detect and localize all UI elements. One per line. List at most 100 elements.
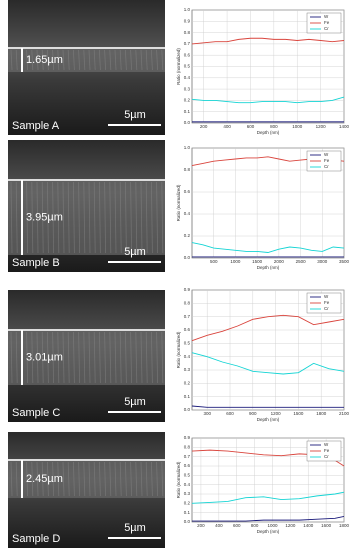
legend-label: Fe (324, 300, 330, 305)
x-axis-label: Depth (nm) (257, 529, 280, 534)
y-tick-label: 0.8 (184, 30, 191, 35)
legend-label: W (324, 442, 329, 447)
x-tick-label: 900 (249, 411, 257, 416)
x-tick-label: 2000 (274, 259, 285, 264)
y-tick-label: 0.4 (184, 211, 191, 216)
scale-label: 5µm (124, 109, 146, 121)
texture (41, 331, 44, 384)
texture (114, 461, 117, 497)
texture (151, 331, 153, 384)
texture (57, 461, 60, 497)
x-tick-label: 3500 (339, 259, 350, 264)
texture (62, 331, 65, 384)
texture (88, 331, 91, 384)
y-tick-label: 0.4 (184, 75, 191, 80)
x-tick-label: 800 (251, 523, 259, 528)
texture (73, 331, 75, 384)
texture (130, 49, 132, 71)
x-tick-label: 1800 (339, 523, 350, 528)
texture (73, 49, 75, 71)
texture (114, 181, 117, 254)
x-tick-label: 1500 (252, 259, 263, 264)
y-tick-label: 0.4 (184, 482, 191, 487)
texture (78, 181, 80, 254)
y-tick-label: 0.3 (184, 367, 191, 372)
texture (156, 49, 158, 71)
x-tick-label: 1500 (293, 411, 304, 416)
y-tick-label: 0.8 (184, 445, 191, 450)
y-tick-label: 0.6 (184, 189, 191, 194)
y-tick-label: 0.6 (184, 327, 191, 332)
texture (99, 331, 101, 384)
scale-label: 5µm (124, 396, 146, 408)
film-layer (8, 48, 165, 72)
y-tick-label: 0.0 (184, 519, 191, 524)
x-tick-label: 800 (270, 124, 278, 129)
legend-label: W (324, 294, 329, 299)
scale-label: 5µm (124, 522, 146, 534)
thickness-label: 1.65µm (26, 54, 63, 66)
legend-box (306, 12, 342, 34)
x-tick-label: 1200 (271, 411, 282, 416)
texture (119, 461, 122, 497)
texture (140, 49, 143, 71)
texture (10, 331, 13, 384)
texture (93, 331, 96, 384)
sample-label: Sample C (12, 407, 60, 419)
texture (10, 461, 13, 497)
texture (104, 461, 106, 497)
x-axis-label: Depth (nm) (257, 130, 280, 135)
legend-label: Cr (324, 26, 329, 31)
legend-label: Fe (324, 20, 330, 25)
x-tick-label: 1400 (339, 124, 350, 129)
x-tick-label: 2100 (339, 411, 350, 416)
series-line (191, 242, 345, 253)
y-axis-label: Ratio (normalized) (176, 184, 181, 221)
y-tick-label: 0.1 (184, 394, 191, 399)
texture (145, 181, 148, 254)
x-tick-label: 600 (226, 411, 234, 416)
texture (15, 181, 18, 254)
texture (36, 331, 39, 384)
y-tick-label: 0.6 (184, 463, 191, 468)
texture (130, 461, 132, 497)
legend-box (306, 440, 342, 462)
scale-label: 5µm (124, 246, 146, 258)
texture (140, 331, 143, 384)
texture (161, 49, 164, 71)
y-tick-label: 0.0 (184, 120, 191, 125)
y-tick-label: 0.7 (184, 41, 191, 46)
texture (31, 461, 34, 497)
texture (78, 461, 80, 497)
texture (114, 331, 117, 384)
y-tick-label: 1.0 (184, 7, 191, 12)
texture (135, 181, 138, 254)
legend-label: Fe (324, 448, 330, 453)
texture (156, 331, 158, 384)
texture (52, 461, 54, 497)
texture (125, 49, 127, 71)
texture (67, 331, 70, 384)
y-tick-label: 0.2 (184, 381, 191, 386)
texture (145, 331, 148, 384)
texture (109, 181, 112, 254)
series-line (191, 491, 345, 504)
series-line (192, 515, 345, 522)
texture (130, 331, 132, 384)
texture (15, 49, 18, 71)
texture (93, 49, 96, 71)
x-tick-label: 1200 (316, 124, 327, 129)
texture (93, 181, 96, 254)
y-tick-label: 0.0 (184, 255, 191, 260)
texture (26, 461, 28, 497)
texture (15, 331, 18, 384)
texture (99, 49, 101, 71)
texture (52, 331, 54, 384)
texture (57, 49, 60, 71)
y-tick-label: 0.8 (184, 167, 191, 172)
x-tick-label: 1000 (267, 523, 278, 528)
y-tick-label: 1.0 (184, 145, 191, 150)
y-tick-label: 0.2 (184, 501, 191, 506)
texture (78, 49, 80, 71)
texture (73, 181, 75, 254)
